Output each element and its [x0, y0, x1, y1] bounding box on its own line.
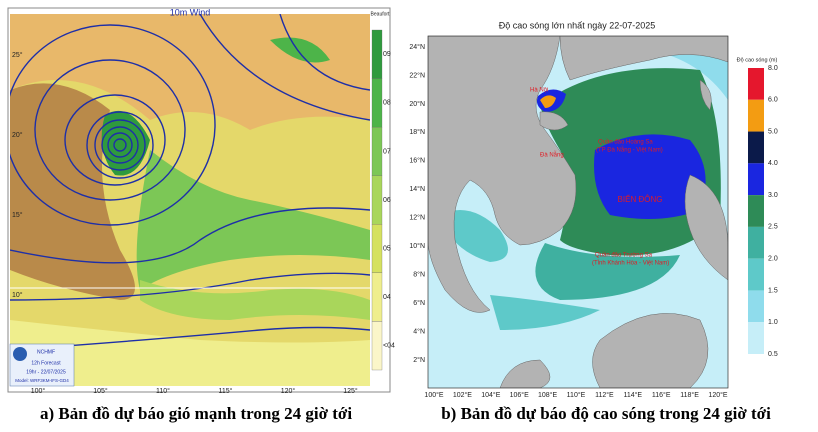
colorbar-swatch	[748, 290, 764, 323]
lon-label: 120°E	[708, 391, 727, 399]
colorbar-label: 04	[383, 294, 391, 301]
colorbar-swatch	[371, 78, 383, 128]
colorbar-swatch	[748, 131, 764, 164]
wave-map: Độ cao sóng lớn nhất ngày 22-07-2025 Độ …	[409, 8, 808, 399]
wind-map-field	[10, 14, 370, 386]
lat-label: 15°	[12, 211, 23, 219]
colorbar-label: 2.5	[768, 224, 778, 231]
lon-label: 110°E	[567, 391, 586, 399]
colorbar-label: 8.0	[768, 65, 778, 72]
wave-map-field	[428, 36, 728, 388]
wave-lat-labels: 24°N 22°N 20°N 18°N 16°N 14°N 12°N 10°N 8°N 6°N 4°…	[409, 43, 425, 364]
lat-label: 10°N	[409, 242, 425, 250]
wind-colorbar-title: Beaufort	[371, 11, 391, 17]
colorbar-label: 0.5	[768, 351, 778, 358]
colorbar-swatch	[748, 322, 764, 354]
place-label: Quần đảo Trường Sa	[595, 253, 653, 259]
lon-label: 105°	[93, 387, 108, 395]
colorbar-swatch	[371, 126, 383, 176]
wave-map-border	[427, 35, 729, 389]
colorbar-swatch	[748, 68, 764, 100]
lat-label: 6°N	[413, 299, 425, 307]
lat-label: 12°N	[409, 214, 425, 222]
lon-label: 108°E	[538, 391, 557, 399]
colorbar-swatch	[748, 226, 764, 259]
wind-colorbar: 09 08 07 06 05 04 <04	[371, 29, 395, 371]
colorbar-label: 05	[383, 245, 391, 252]
colorbar-swatch	[371, 175, 383, 225]
colorbar-label: 5.0	[768, 128, 778, 135]
lat-label: 8°N	[413, 270, 425, 278]
wave-lon-labels: 100°E 102°E 104°E 106°E 108°E 110°E 112°E 114°E…	[424, 391, 727, 399]
wind-logo: NCHMF 12h Forecast 19hr - 22/07/2025 Mod…	[9, 343, 75, 387]
colorbar-swatch	[371, 29, 383, 79]
colorbar-swatch	[748, 163, 764, 196]
logo-line: 12h Forecast	[31, 360, 61, 366]
caption: a) Bản đồ dự báo gió mạnh trong 24 giờ t…	[40, 404, 352, 423]
lat-label: 25°	[12, 51, 23, 59]
lon-label: 112°E	[595, 391, 614, 399]
sea-label: BIỂN ĐÔNG	[618, 195, 663, 204]
wind-map-title: 10m Wind	[170, 7, 211, 17]
colorbar-label: 07	[383, 148, 391, 155]
colorbar-label: 3.0	[768, 192, 778, 199]
colorbar-swatch	[371, 321, 383, 371]
lat-label: 4°N	[413, 327, 425, 335]
colorbar-swatch	[748, 195, 764, 227]
lat-label: 14°N	[409, 185, 425, 193]
colorbar-label: 1.5	[768, 287, 778, 294]
place-label: Hà Nội	[530, 88, 548, 94]
wave-map-title: Độ cao sóng lớn nhất ngày 22-07-2025	[499, 20, 656, 30]
lon-label: 110°	[156, 387, 170, 395]
colorbar-swatch	[371, 272, 383, 322]
colorbar-label: 4.0	[768, 160, 778, 167]
wave-colorbar: 8.0 6.0 5.0 4.0 3.0 2.5 2.0 1.5 1.0 0.5	[748, 65, 778, 358]
lon-label: 120°	[281, 387, 296, 395]
caption: b) Bản đồ dự báo độ cao sóng trong 24 gi…	[441, 404, 771, 423]
lat-label: 10°	[12, 291, 23, 299]
colorbar-swatch	[748, 99, 764, 132]
colorbar-swatch	[371, 224, 383, 274]
lat-label: 2°N	[413, 356, 425, 364]
wind-lon-labels: 100° 105° 110° 115° 120° 125°	[31, 387, 358, 395]
place-label: Quần đảo Hoàng Sa	[598, 140, 653, 146]
colorbar-swatch	[748, 258, 764, 291]
lat-label: 16°N	[409, 157, 425, 165]
colorbar-label: 06	[383, 197, 391, 204]
lat-label: 20°	[12, 131, 23, 139]
lat-label: 22°N	[409, 71, 425, 79]
logo-line: Model: WRF3KM-IFS-GD4	[15, 378, 69, 383]
place-label: (TP Đà Nẵng - Việt Nam)	[596, 147, 663, 154]
colorbar-label: 08	[383, 100, 391, 107]
wind-lat-labels: 25° 20° 15° 10°	[12, 51, 23, 299]
wind-map: 10m Wind Beaufort 09 08 07 06 05 04 <04 25° 20°…	[7, 7, 395, 395]
lon-label: 116°E	[652, 391, 671, 399]
colorbar-label: 09	[383, 51, 391, 58]
place-label: (Tỉnh Khánh Hòa - Việt Nam)	[592, 260, 669, 267]
colorbar-label: 2.0	[768, 256, 778, 263]
colorbar-label: <04	[383, 343, 395, 350]
colorbar-label: 6.0	[768, 97, 778, 104]
lon-label: 102°E	[453, 391, 472, 399]
lat-label: 24°N	[409, 43, 425, 51]
colorbar-label: 1.0	[768, 319, 778, 326]
lat-label: 20°N	[409, 100, 425, 108]
lon-label: 125°	[343, 387, 358, 395]
lon-label: 115°	[219, 387, 233, 395]
lon-label: 114°E	[623, 391, 642, 399]
lon-label: 106°E	[510, 391, 529, 399]
lon-label: 118°E	[680, 391, 699, 399]
logo-name: NCHMF	[37, 349, 55, 355]
lat-label: 18°N	[409, 128, 425, 136]
lon-label: 104°E	[481, 391, 500, 399]
logo-line: 19hr - 22/07/2025	[26, 369, 66, 375]
lon-label: 100°E	[424, 391, 443, 399]
lon-label: 100°	[31, 387, 46, 395]
wave-colorbar-title: Độ cao sóng (m)	[737, 57, 778, 63]
place-label: Đà Nẵng	[540, 152, 564, 159]
